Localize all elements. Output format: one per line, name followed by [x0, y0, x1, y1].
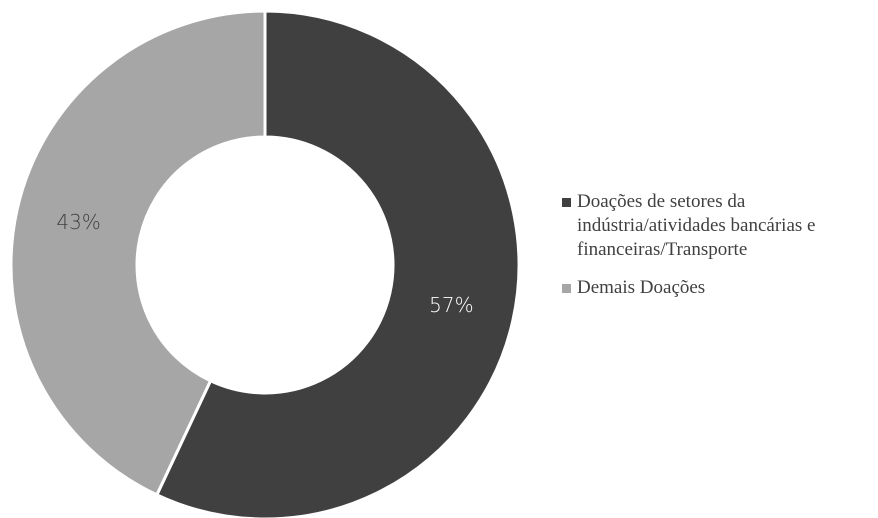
slice	[154, 9, 521, 518]
value-label: 43%	[56, 210, 100, 234]
legend-label: Demais Doações	[577, 277, 706, 298]
legend-swatch	[562, 284, 571, 293]
legend-item: Demais Doações	[562, 276, 872, 300]
legend-label: Doações de setores da indústria/atividad…	[577, 191, 816, 260]
value-label: 57%	[429, 293, 473, 317]
legend: Doações de setores da indústria/atividad…	[562, 190, 872, 314]
legend-item: Doações de setores da indústria/atividad…	[562, 190, 872, 262]
slice	[9, 9, 267, 497]
donut: 57% 43%	[9, 9, 521, 518]
legend-swatch	[562, 198, 571, 207]
